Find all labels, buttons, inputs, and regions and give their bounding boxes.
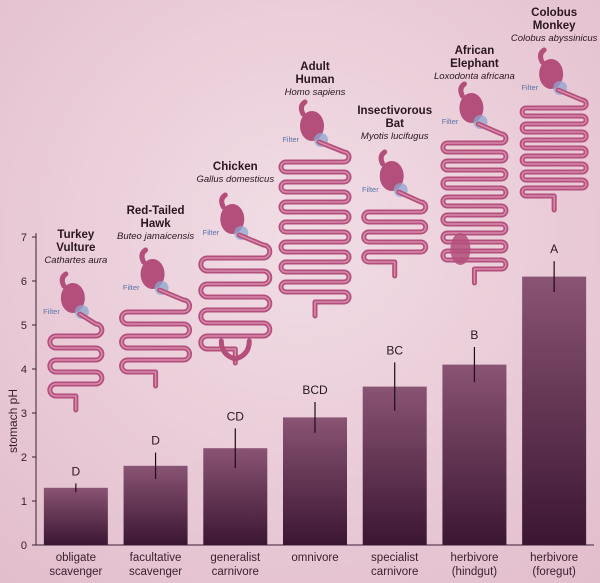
bar (522, 276, 587, 545)
animal-name-line2: Elephant (450, 58, 499, 70)
animal-name: African (455, 45, 495, 57)
x-tick-label: generalist (210, 552, 261, 564)
gut-illustration (278, 99, 352, 319)
intestine-highlight (362, 191, 427, 277)
significance-label: A (550, 242, 558, 256)
bar (442, 364, 507, 545)
stomach-shape (300, 111, 324, 141)
animal-latin-name: Colobus abyssinicus (511, 33, 598, 44)
filter-label: Filter (43, 307, 60, 316)
bar (283, 417, 347, 545)
y-tick-label: 3 (21, 408, 27, 420)
esophagus-path (458, 81, 467, 99)
y-tick-label: 2 (21, 452, 27, 464)
animal-name-line2: Human (296, 74, 335, 86)
x-tick-label-line2: scavenger (129, 566, 182, 578)
caecum-shape (450, 233, 471, 265)
filter-label: Filter (521, 83, 538, 92)
y-tick-label: 6 (21, 276, 27, 288)
gut-illustration (440, 81, 509, 286)
animal-latin-name: Gallus domesticus (196, 174, 274, 185)
esophagus-path (139, 247, 149, 265)
gut-illustration (198, 192, 273, 366)
y-axis-title: stomach pH (6, 389, 20, 453)
animal-name-line2: Bat (385, 118, 404, 130)
x-tick-label-line2: (foregut) (532, 566, 576, 578)
animal-latin-name: Myotis lucifugus (361, 131, 429, 142)
animal-name: Red-Tailed (127, 205, 185, 217)
intestine-highlight (49, 313, 103, 411)
x-tick-label-line2: scavenger (49, 566, 102, 578)
animal-name-line2: Monkey (533, 20, 576, 32)
y-tick-label: 0 (21, 540, 27, 552)
x-tick-label-line2: (hindgut) (452, 566, 498, 578)
stomach-shape (60, 283, 85, 313)
bar (362, 386, 427, 545)
x-tick-label: omnivore (291, 552, 338, 564)
x-tick-label: herbivore (450, 552, 498, 564)
esophagus-path (59, 271, 69, 289)
stomach-shape (459, 93, 484, 123)
esophagus-path (219, 192, 228, 210)
stomach-shape (379, 161, 404, 191)
x-tick-label-line2: carnivore (371, 566, 418, 578)
animal-name: Insectivorous (357, 105, 432, 117)
animal-latin-name: Homo sapiens (285, 87, 346, 98)
intestine-highlight (442, 123, 507, 284)
esophagus-path (538, 47, 547, 65)
x-tick-label-line2: carnivore (212, 566, 259, 578)
x-tick-label: facultative (130, 552, 182, 564)
caeca-path (218, 338, 252, 362)
y-tick-label: 4 (21, 364, 27, 376)
gut-illustration (361, 149, 429, 279)
esophagus-path (298, 99, 308, 117)
animal-name: Turkey (57, 229, 94, 241)
y-tick-label: 7 (21, 232, 27, 244)
animal-latin-name: Buteo jamaicensis (117, 231, 194, 242)
stomach-shape (220, 204, 245, 234)
filter-label: Filter (203, 228, 220, 237)
significance-label: CD (227, 409, 245, 423)
filter-label: Filter (282, 135, 299, 144)
animal-name: Colobus (531, 7, 577, 19)
animal-latin-name: Cathartes aura (44, 255, 107, 266)
x-tick-label: herbivore (530, 552, 578, 564)
esophagus-path (378, 149, 388, 167)
intestine-highlight (521, 89, 587, 211)
filter-label: Filter (442, 117, 459, 126)
animal-name: Chicken (213, 161, 258, 173)
gut-illustration (519, 47, 589, 213)
y-tick-label: 1 (21, 496, 27, 508)
stomach-shape (140, 259, 165, 289)
significance-label: D (72, 464, 81, 478)
significance-label: BC (386, 343, 403, 357)
gut-illustration (47, 271, 105, 413)
significance-label: BCD (302, 383, 328, 397)
x-tick-label: obligate (56, 552, 96, 564)
intestine-highlight (280, 141, 350, 317)
bar (43, 487, 108, 545)
intestine-highlight (199, 234, 271, 364)
significance-label: D (151, 434, 160, 448)
intestine-highlight (120, 289, 191, 387)
y-tick-label: 5 (21, 320, 27, 332)
animal-latin-name: Loxodonta africana (434, 71, 515, 82)
animal-name: Adult (300, 61, 330, 73)
stomach-shape (539, 59, 564, 89)
filter-label: Filter (362, 185, 379, 194)
x-tick-label: specialist (371, 552, 419, 564)
animal-name-line2: Vulture (56, 242, 95, 254)
filter-label: Filter (123, 283, 140, 292)
animal-name-line2: Hawk (141, 218, 172, 230)
significance-label: B (470, 328, 478, 342)
gut-illustration (119, 247, 193, 389)
